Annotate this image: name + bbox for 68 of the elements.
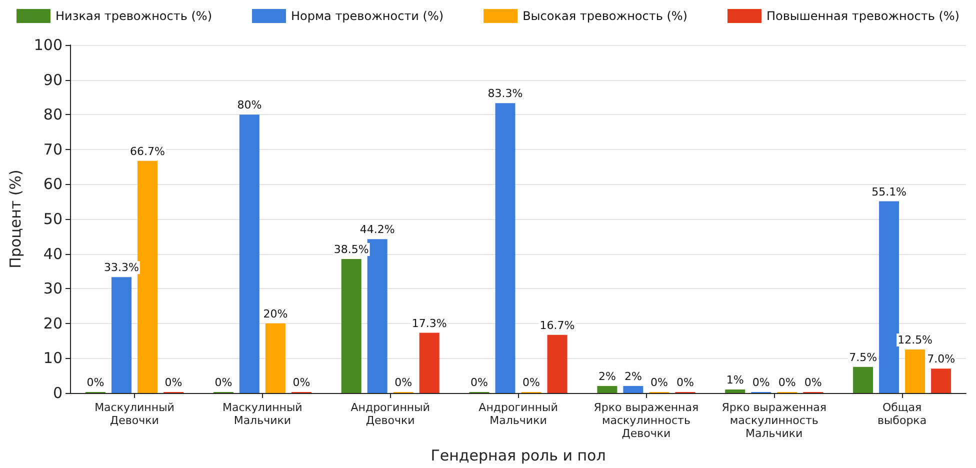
y-tick-label: 100 — [34, 36, 63, 54]
x-tick-label: Маскулинный Девочки — [94, 401, 174, 427]
y-tick-label: 30 — [43, 280, 63, 298]
bar — [495, 103, 516, 393]
bar — [111, 277, 132, 393]
data-label: 44.2% — [360, 223, 395, 236]
x-tick-label: Ярко выраженная маскулинность Мальчики — [722, 401, 827, 440]
legend-label: Высокая тревожность (%) — [522, 9, 688, 23]
data-label: 1% — [726, 374, 744, 387]
bar — [725, 390, 746, 393]
bar — [905, 350, 926, 393]
bar — [623, 386, 644, 393]
x-tick-label: Общая выборка — [878, 401, 927, 427]
data-label: 38.5% — [334, 243, 369, 256]
legend-label: Повышенная тревожность (%) — [766, 9, 960, 23]
bar — [137, 160, 158, 393]
x-tick-label: Ярко выраженная маскулинность Девочки — [594, 401, 699, 440]
data-label: 7.0% — [927, 352, 956, 366]
data-label: 80% — [237, 98, 262, 112]
data-label: 16.7% — [540, 318, 575, 332]
data-label: 0% — [522, 376, 540, 389]
data-label: 0% — [470, 376, 488, 389]
data-label: 2% — [624, 370, 642, 384]
x-tick-label: Андрогинный Мальчики — [478, 401, 558, 427]
y-tick-label: 40 — [43, 244, 63, 263]
data-label: 20% — [263, 307, 288, 320]
data-label: 7.5% — [849, 350, 878, 364]
data-label: 0% — [752, 376, 770, 389]
y-tick-label: 0 — [52, 384, 63, 402]
data-label: 0% — [86, 376, 104, 389]
bar — [419, 332, 440, 393]
y-tick-label: 20 — [43, 314, 63, 332]
bar — [853, 366, 874, 393]
y-tick-label: 60 — [43, 175, 63, 194]
legend-label: Низкая тревожность (%) — [56, 9, 212, 23]
data-label: 83.3% — [488, 87, 523, 100]
data-label: 0% — [214, 376, 232, 389]
bar — [341, 259, 362, 393]
bar — [239, 114, 260, 393]
x-axis-title: Гендерная роль и пол — [430, 446, 606, 464]
bar — [265, 323, 286, 393]
data-label: 33.3% — [104, 261, 139, 274]
data-label: 0% — [676, 376, 694, 389]
data-label: 0% — [804, 376, 822, 389]
y-tick-label: 50 — [43, 210, 63, 228]
data-label: 0% — [778, 376, 796, 389]
data-label: 2% — [598, 370, 616, 384]
legend-label: Норма тревожности (%) — [290, 9, 444, 23]
data-label: 0% — [650, 376, 668, 389]
data-label: 55.1% — [872, 185, 907, 198]
bar — [879, 201, 900, 393]
data-label: 0% — [394, 376, 412, 389]
x-tick-label: Маскулинный Мальчики — [222, 401, 302, 427]
x-tick-label: Андрогинный Девочки — [350, 401, 430, 427]
bar — [931, 368, 952, 393]
data-label: 12.5% — [898, 334, 933, 346]
data-label: 17.3% — [412, 316, 447, 330]
bar — [597, 386, 618, 393]
y-tick-label: 70 — [43, 140, 63, 158]
y-tick-label: 90 — [43, 70, 63, 89]
data-label: 0% — [164, 376, 182, 389]
data-label: 66.7% — [130, 144, 165, 158]
y-axis-title: Процент (%) — [6, 170, 24, 268]
y-tick-label: 80 — [43, 106, 63, 124]
y-tick-label: 10 — [43, 349, 63, 368]
data-label: 0% — [292, 376, 310, 389]
bar — [367, 239, 388, 393]
bar — [547, 334, 568, 393]
